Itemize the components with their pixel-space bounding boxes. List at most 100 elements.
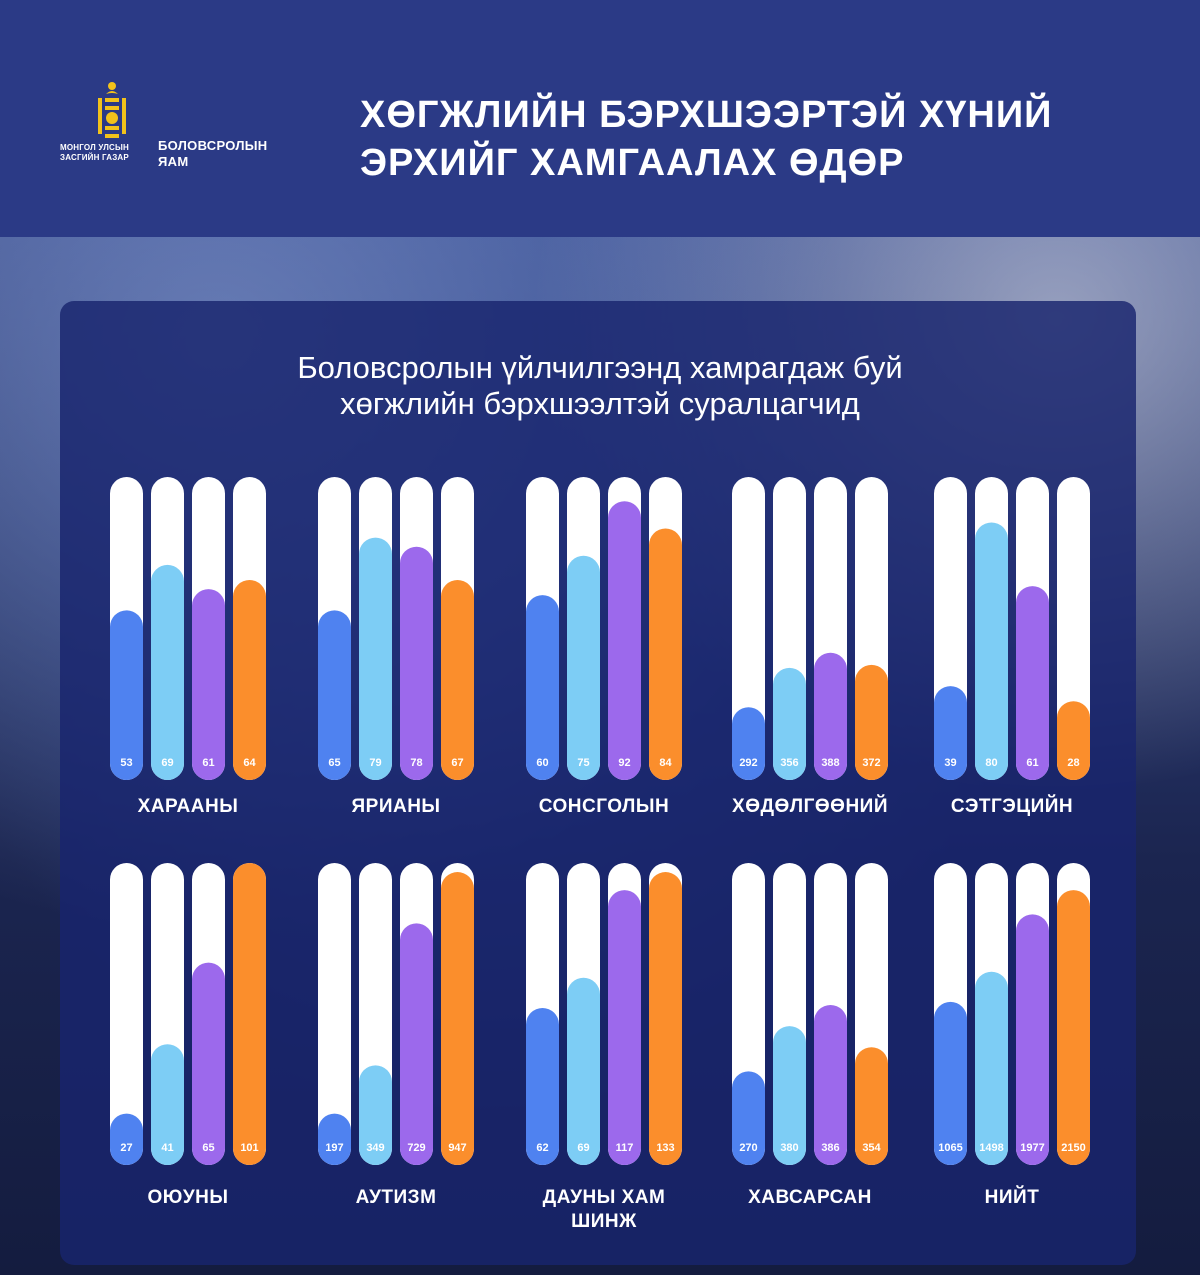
bar-value-label: 65 bbox=[328, 757, 340, 769]
bar-value-label: 197 bbox=[325, 1142, 343, 1154]
bar-group: 197 349 729 947 АУТИЗМ bbox=[318, 863, 474, 1208]
ministry-name-line1: БОЛОВСРОЛЫН bbox=[158, 138, 268, 153]
bar bbox=[441, 580, 474, 780]
bar-value-label: 947 bbox=[448, 1142, 466, 1154]
bar-value-label: 39 bbox=[944, 757, 956, 769]
bar-value-label: 92 bbox=[618, 757, 630, 769]
bar-value-label: 349 bbox=[366, 1142, 384, 1154]
bar-group: 62 69 117 133 ДАУНЫ ХАМ ШИНЖ bbox=[526, 863, 682, 1232]
bar-value-label: 356 bbox=[780, 757, 798, 769]
bar bbox=[441, 872, 474, 1165]
bar bbox=[649, 872, 682, 1165]
bar-value-label: 388 bbox=[821, 757, 839, 769]
bar-group: 60 75 92 84 СОНСГОЛЫН bbox=[526, 477, 682, 817]
category-label: ХӨДӨЛГӨӨНИЙ bbox=[732, 795, 888, 817]
category-label: СЭТГЭЦИЙН bbox=[951, 795, 1073, 817]
bar bbox=[855, 1047, 888, 1165]
bar bbox=[233, 863, 266, 1165]
bar-value-label: 1977 bbox=[1020, 1142, 1044, 1154]
ministry-name-line2: ЯАМ bbox=[158, 154, 189, 169]
bar bbox=[400, 923, 433, 1165]
bar-value-label: 380 bbox=[780, 1142, 798, 1154]
bar bbox=[934, 1001, 967, 1165]
bar-value-label: 28 bbox=[1067, 757, 1079, 769]
headline-line1: ХӨГЖЛИЙН БЭРХШЭЭРТЭЙ ХҮНИЙ bbox=[360, 94, 1053, 136]
bar-value-label: 1498 bbox=[979, 1142, 1003, 1154]
bar-value-label: 41 bbox=[161, 1142, 173, 1154]
bar-value-label: 2150 bbox=[1061, 1142, 1085, 1154]
bar bbox=[151, 1044, 184, 1165]
bar-value-label: 67 bbox=[451, 757, 463, 769]
logo-caption-line2: ЗАСГИЙН ГАЗАР bbox=[60, 153, 129, 162]
bar-value-label: 27 bbox=[120, 1142, 132, 1154]
bar-value-label: 61 bbox=[202, 757, 214, 769]
bar-value-label: 53 bbox=[120, 757, 132, 769]
bar-value-label: 60 bbox=[536, 757, 548, 769]
bar-value-label: 64 bbox=[243, 757, 256, 769]
bar-track bbox=[318, 863, 351, 1165]
bar bbox=[975, 522, 1008, 780]
header-banner bbox=[0, 0, 1200, 237]
category-label: ЯРИАНЫ bbox=[351, 796, 440, 817]
bar bbox=[526, 1007, 559, 1165]
bar bbox=[608, 501, 641, 780]
bar bbox=[359, 537, 392, 780]
bar bbox=[773, 1026, 806, 1165]
bar bbox=[567, 977, 600, 1165]
bar bbox=[732, 707, 765, 780]
bar-value-label: 386 bbox=[821, 1142, 839, 1154]
bar-value-label: 62 bbox=[536, 1142, 548, 1154]
bar-value-label: 80 bbox=[985, 757, 997, 769]
bar bbox=[855, 664, 888, 780]
logo-caption-line1: МОНГОЛ УЛСЫН bbox=[60, 143, 130, 152]
bar bbox=[1057, 701, 1090, 780]
bar bbox=[649, 528, 682, 780]
bar-value-label: 65 bbox=[202, 1142, 214, 1154]
bar-value-label: 133 bbox=[656, 1142, 674, 1154]
bar bbox=[318, 1113, 351, 1165]
ministry-logo: МОНГОЛ УЛСЫН ЗАСГИЙН ГАЗАР БОЛОВСРОЛЫН Я… bbox=[60, 80, 300, 180]
bar-value-label: 78 bbox=[410, 757, 422, 769]
bar-value-label: 372 bbox=[862, 757, 880, 769]
bar bbox=[318, 610, 351, 780]
category-label: ДАУНЫ ХАМ bbox=[543, 1187, 666, 1208]
chart-title-line1: Боловсролын үйлчилгээнд хамрагдаж буй bbox=[297, 350, 903, 385]
bar-value-label: 270 bbox=[739, 1142, 757, 1154]
bar-value-label: 117 bbox=[616, 1142, 634, 1154]
bar-value-label: 69 bbox=[577, 1142, 589, 1154]
bar bbox=[732, 1071, 765, 1165]
bar bbox=[1016, 586, 1049, 780]
bar bbox=[526, 595, 559, 780]
bar-group: 53 69 61 64 ХАРААНЫ bbox=[110, 477, 266, 817]
bar bbox=[567, 555, 600, 780]
category-label: ХАРААНЫ bbox=[138, 796, 239, 817]
category-label: ОЮУНЫ bbox=[147, 1187, 228, 1208]
category-label: ШИНЖ bbox=[571, 1211, 637, 1232]
bar-value-label: 69 bbox=[161, 757, 173, 769]
bar-value-label: 84 bbox=[659, 757, 672, 769]
bar-value-label: 1065 bbox=[938, 1142, 962, 1154]
bar-value-label: 75 bbox=[577, 757, 589, 769]
bar bbox=[359, 1065, 392, 1165]
bar-value-label: 79 bbox=[369, 757, 381, 769]
bar-group: 292 356 388 372 ХӨДӨЛГӨӨНИЙ bbox=[732, 477, 888, 817]
headline-line2: ЭРХИЙГ ХАМГААЛАХ ӨДӨР bbox=[360, 142, 905, 184]
bar bbox=[608, 890, 641, 1165]
bar-value-label: 354 bbox=[862, 1142, 881, 1154]
bar bbox=[233, 580, 266, 780]
category-label: АУТИЗМ bbox=[356, 1187, 437, 1208]
bar-value-label: 292 bbox=[739, 757, 757, 769]
bar bbox=[110, 1113, 143, 1165]
bar bbox=[814, 1004, 847, 1165]
bar bbox=[814, 652, 847, 780]
bar bbox=[975, 971, 1008, 1165]
category-label: НИЙТ bbox=[985, 1186, 1040, 1208]
category-label: ХАВСАРСАН bbox=[748, 1187, 872, 1208]
bar bbox=[1016, 914, 1049, 1165]
bar-group: 1065 1498 1977 2150 НИЙТ bbox=[934, 863, 1090, 1208]
category-label: СОНСГОЛЫН bbox=[539, 796, 669, 817]
bar bbox=[1057, 890, 1090, 1165]
bar-group: 270 380 386 354 ХАВСАРСАН bbox=[732, 863, 888, 1208]
bar bbox=[934, 686, 967, 780]
